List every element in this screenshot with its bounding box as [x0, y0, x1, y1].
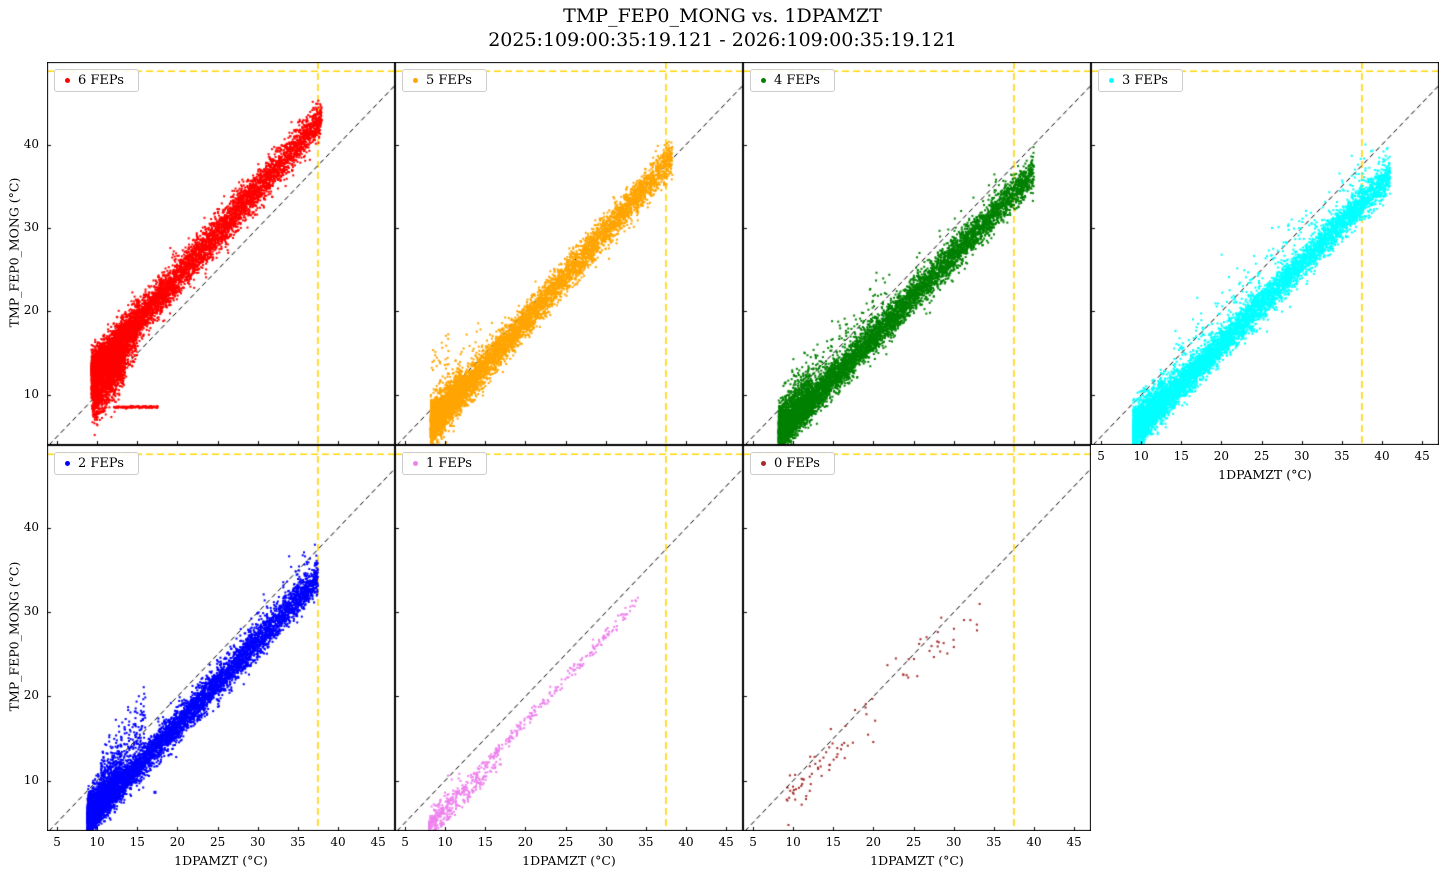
x-tick-label: 30 — [250, 835, 266, 849]
x-tick-label: 5 — [53, 835, 61, 849]
legend-marker-icon — [413, 78, 418, 83]
legend-2-feps: 2 FEPs — [54, 452, 139, 475]
scatter-canvas-4-feps — [743, 62, 1091, 445]
subplot-2-feps: 2 FEPs — [47, 445, 395, 831]
x-tick-label: 5 — [401, 835, 409, 849]
x-tick-label: 5 — [749, 835, 757, 849]
x-tick-label: 15 — [1173, 449, 1189, 463]
figure-subtitle: 2025:109:00:35:19.121 - 2026:109:00:35:1… — [488, 29, 957, 51]
legend-label: 1 FEPs — [426, 456, 472, 471]
x-axis-label: 1DPAMZT (°C) — [1218, 467, 1312, 482]
legend-marker-icon — [413, 461, 418, 466]
legend-label: 3 FEPs — [1122, 73, 1168, 88]
x-tick-label: 40 — [1026, 835, 1042, 849]
x-tick-label: 35 — [986, 835, 1002, 849]
x-tick-label: 20 — [169, 835, 186, 849]
x-tick-label: 10 — [437, 835, 453, 849]
legend-label: 4 FEPs — [774, 73, 820, 88]
x-tick-label: 25 — [557, 835, 574, 849]
x-tick-label: 20 — [865, 835, 882, 849]
y-axis-label: TMP_FEP0_MONG (°C) — [6, 177, 22, 327]
subplot-6-feps: 6 FEPs — [47, 62, 395, 445]
x-tick-label: 15 — [825, 835, 841, 849]
legend-marker-icon — [65, 461, 70, 466]
legend-1-feps: 1 FEPs — [402, 452, 487, 475]
legend-marker-icon — [761, 78, 766, 83]
x-tick-label: 45 — [370, 835, 386, 849]
scatter-canvas-5-feps — [395, 62, 743, 445]
x-axis-label: 1DPAMZT (°C) — [522, 853, 616, 868]
x-axis-label: 1DPAMZT (°C) — [174, 853, 268, 868]
x-tick-label: 30 — [1294, 449, 1310, 463]
x-tick-label: 45 — [1414, 449, 1430, 463]
y-tick-label: 20 — [23, 688, 39, 703]
x-tick-label: 25 — [1253, 449, 1270, 463]
legend-label: 6 FEPs — [78, 73, 124, 88]
legend-marker-icon — [65, 78, 70, 83]
legend-4-feps: 4 FEPs — [750, 69, 835, 92]
x-tick-label: 5 — [1097, 449, 1105, 463]
y-tick-label: 10 — [23, 772, 39, 787]
y-tick-label: 40 — [23, 520, 39, 535]
x-tick-label: 10 — [785, 835, 801, 849]
legend-marker-icon — [761, 461, 766, 466]
x-tick-label: 45 — [718, 835, 734, 849]
scatter-canvas-1-feps — [395, 445, 743, 831]
x-tick-label: 20 — [517, 835, 534, 849]
scatter-canvas-3-feps — [1091, 62, 1439, 445]
legend-label: 2 FEPs — [78, 456, 124, 471]
subplot-4-feps: 4 FEPs — [743, 62, 1091, 445]
scatter-canvas-0-feps — [743, 445, 1091, 831]
y-tick-label: 10 — [23, 386, 39, 401]
x-tick-label: 25 — [905, 835, 922, 849]
x-tick-label: 10 — [1133, 449, 1149, 463]
x-tick-label: 15 — [129, 835, 145, 849]
legend-0-feps: 0 FEPs — [750, 452, 835, 475]
y-tick-label: 40 — [23, 136, 39, 151]
legend-6-feps: 6 FEPs — [54, 69, 139, 92]
legend-label: 5 FEPs — [426, 73, 472, 88]
x-tick-label: 40 — [678, 835, 694, 849]
legend-3-feps: 3 FEPs — [1098, 69, 1183, 92]
y-tick-label: 30 — [23, 604, 39, 619]
x-tick-label: 30 — [946, 835, 962, 849]
x-tick-label: 25 — [209, 835, 226, 849]
subplot-3-feps: 3 FEPs — [1091, 62, 1439, 445]
legend-marker-icon — [1109, 78, 1114, 83]
y-axis-label: TMP_FEP0_MONG (°C) — [6, 561, 22, 712]
x-tick-label: 45 — [1066, 835, 1082, 849]
subplot-1-feps: 1 FEPs — [395, 445, 743, 831]
x-tick-label: 10 — [89, 835, 105, 849]
x-tick-label: 35 — [638, 835, 654, 849]
figure-title: TMP_FEP0_MONG vs. 1DPAMZT — [563, 5, 882, 27]
y-tick-label: 20 — [23, 303, 39, 318]
subplot-5-feps: 5 FEPs — [395, 62, 743, 445]
subplot-0-feps: 0 FEPs — [743, 445, 1091, 831]
y-tick-label: 30 — [23, 220, 39, 235]
x-tick-label: 35 — [290, 835, 306, 849]
x-tick-label: 30 — [598, 835, 614, 849]
scatter-canvas-6-feps — [47, 62, 395, 445]
x-axis-label: 1DPAMZT (°C) — [870, 853, 964, 868]
legend-label: 0 FEPs — [774, 456, 820, 471]
scatter-canvas-2-feps — [47, 445, 395, 831]
x-tick-label: 15 — [477, 835, 493, 849]
x-tick-label: 20 — [1213, 449, 1230, 463]
x-tick-label: 40 — [1374, 449, 1390, 463]
legend-5-feps: 5 FEPs — [402, 69, 487, 92]
x-tick-label: 40 — [330, 835, 346, 849]
x-tick-label: 35 — [1334, 449, 1350, 463]
